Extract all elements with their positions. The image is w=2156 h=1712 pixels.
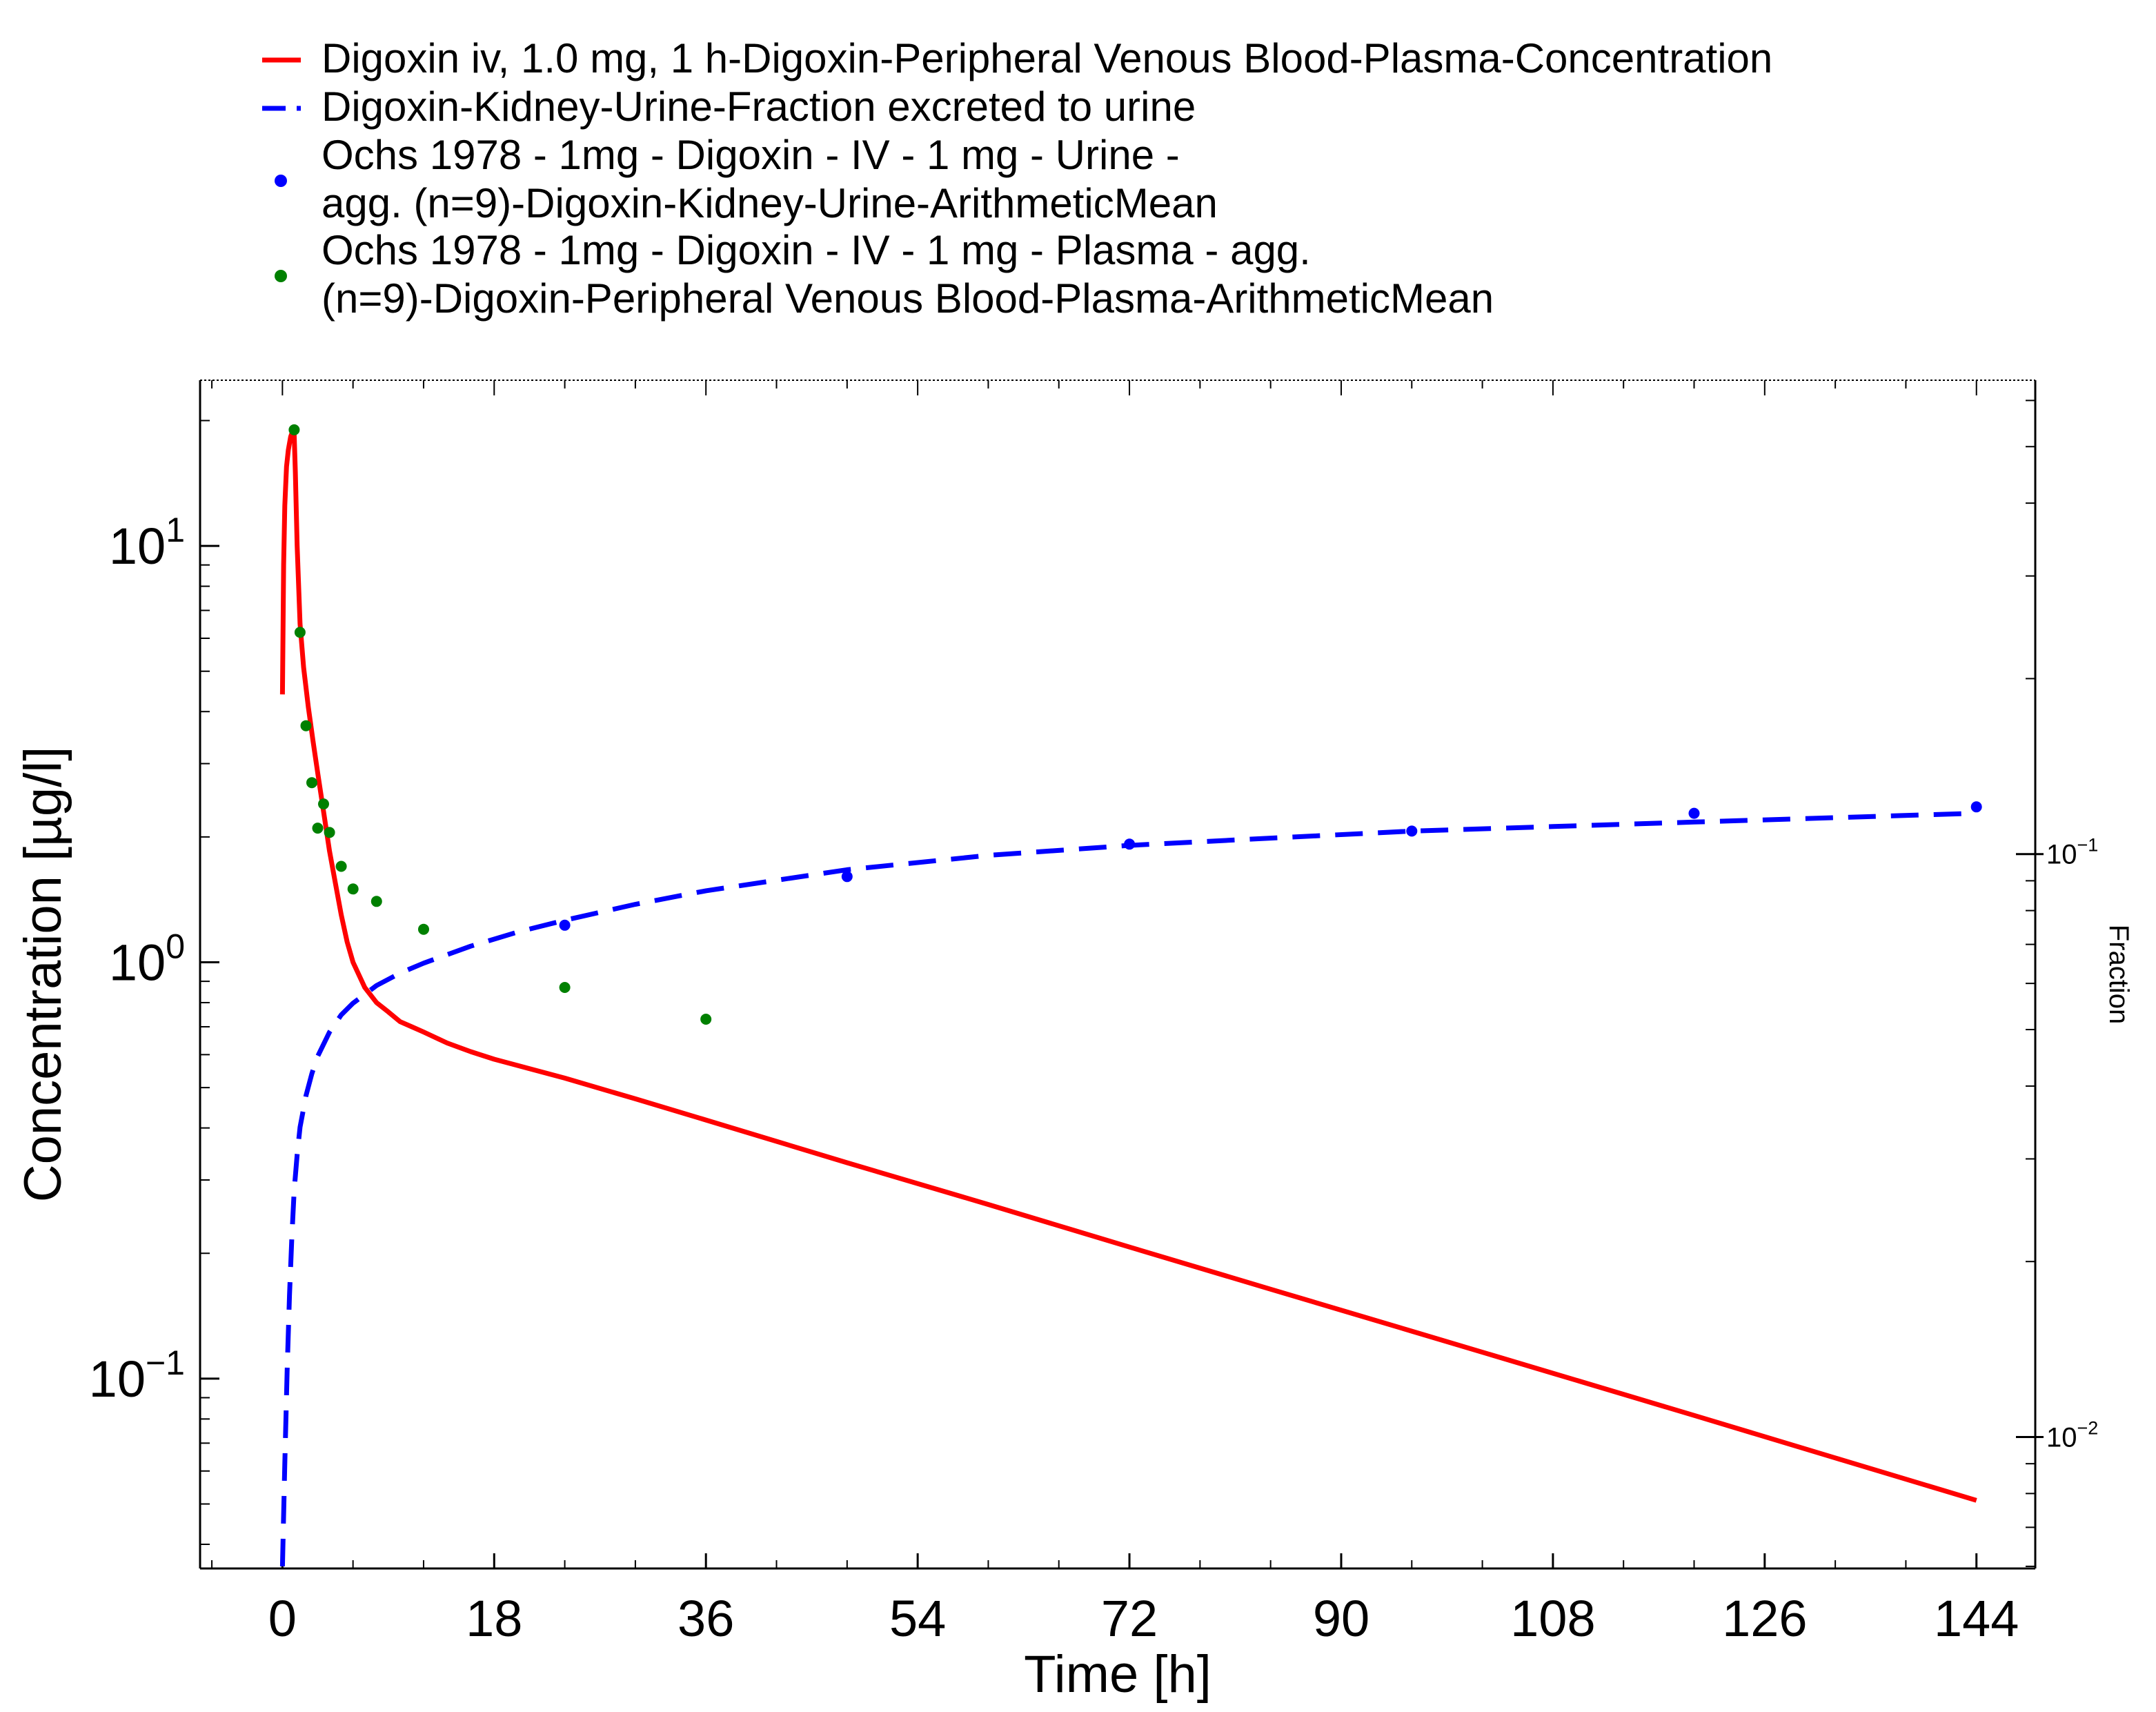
x-tick-label: 54 [889, 1590, 946, 1647]
legend-label-0: Digoxin iv, 1.0 mg, 1 h-Digoxin-Peripher… [322, 35, 1772, 81]
y-tick-label-exponent: −1 [146, 1344, 185, 1382]
series-line-1 [279, 811, 1977, 1566]
series-point-3 [312, 823, 324, 834]
series-point-3 [318, 798, 329, 810]
series-point-3 [418, 923, 429, 935]
x-tick-label: 18 [466, 1590, 522, 1647]
axes: 0 18 36 54 72 90 108 126 14410110010−110−110−2Ti… [14, 380, 2134, 1704]
series-point-3 [324, 827, 335, 838]
series-point-3 [370, 896, 382, 907]
y-tick-label-base: 10 [109, 934, 166, 992]
series-point-3 [294, 627, 306, 638]
x-axis-title: Time [h] [1024, 1645, 1211, 1704]
y2-tick-label: 10−1 [2046, 835, 2098, 870]
series-line-0 [279, 429, 1977, 1503]
y-axis-title: Concentration [µg/l] [14, 747, 72, 1203]
y2-tick-label-base: 10 [2046, 840, 2077, 870]
legend-label-2: Ochs 1978 - 1mg - Digoxin - IV - 1 mg - … [322, 132, 1180, 178]
y-tick-label: 10−1 [89, 1344, 185, 1408]
legend-marker-2 [275, 175, 287, 187]
series-point-3 [300, 720, 312, 731]
series-point-2 [841, 871, 853, 883]
series-point-2 [1406, 825, 1418, 837]
series-point-2 [559, 919, 571, 931]
y2-tick-label-exponent: −2 [2077, 1418, 2099, 1439]
y-tick-label: 101 [109, 511, 185, 575]
legend-label-3: (n=9)-Digoxin-Peripheral Venous Blood-Pl… [322, 275, 1494, 322]
y2-tick-label-base: 10 [2046, 1423, 2077, 1453]
y-tick-label-exponent: 1 [166, 511, 185, 549]
x-tick-label: 126 [1722, 1590, 1807, 1647]
series-point-3 [559, 982, 571, 993]
x-tick-label: 36 [678, 1590, 734, 1647]
x-tick-label: 0 [268, 1590, 297, 1647]
legend-label-2: agg. (n=9)-Digoxin-Kidney-Urine-Arithmet… [322, 180, 1218, 226]
y2-tick-label: 10−2 [2046, 1418, 2098, 1453]
series-point-2 [1688, 807, 1700, 819]
y2-tick-label-exponent: −1 [2077, 835, 2099, 856]
y-tick-label: 100 [109, 927, 185, 992]
x-tick-label: 144 [1934, 1590, 2019, 1647]
legend-marker-3 [275, 270, 287, 282]
y2-axis-title: Fraction [2104, 925, 2134, 1025]
legend-label-1: Digoxin-Kidney-Urine-Fraction excreted t… [322, 83, 1196, 130]
series-point-2 [1124, 838, 1136, 850]
series-point-3 [347, 883, 359, 895]
series-point-3 [700, 1014, 712, 1025]
x-tick-label: 72 [1101, 1590, 1158, 1647]
plot-area [279, 424, 1982, 1566]
legend: Digoxin iv, 1.0 mg, 1 h-Digoxin-Peripher… [262, 35, 1772, 322]
x-tick-label: 90 [1313, 1590, 1369, 1647]
y-tick-label-base: 10 [89, 1350, 146, 1408]
series-point-2 [1970, 801, 1982, 813]
legend-label-3: Ochs 1978 - 1mg - Digoxin - IV - 1 mg - … [322, 227, 1311, 273]
series-point-3 [288, 424, 300, 435]
series-point-3 [335, 860, 347, 872]
y-tick-label-base: 10 [109, 518, 166, 575]
x-tick-label: 108 [1510, 1590, 1595, 1647]
y-tick-label-exponent: 0 [166, 927, 185, 966]
series-point-3 [306, 777, 317, 789]
